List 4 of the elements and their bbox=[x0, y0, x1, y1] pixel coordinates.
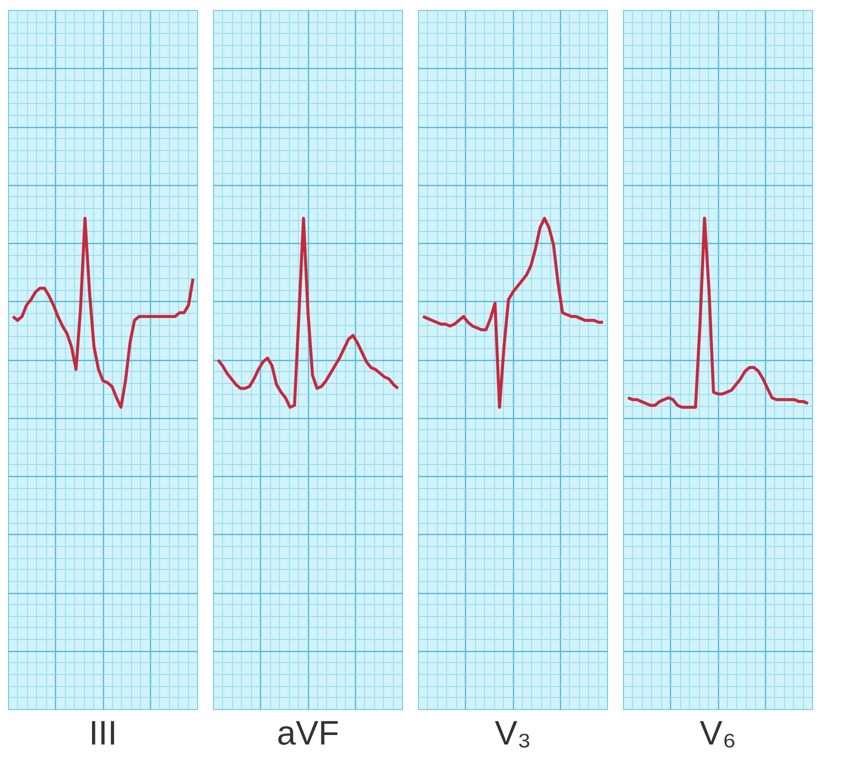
x-axis-title: III bbox=[88, 714, 118, 752]
x-axis-title: aVF bbox=[276, 714, 340, 752]
x-axis-title: V₃ bbox=[494, 714, 532, 752]
x-axis-title: V₆ bbox=[700, 714, 736, 752]
